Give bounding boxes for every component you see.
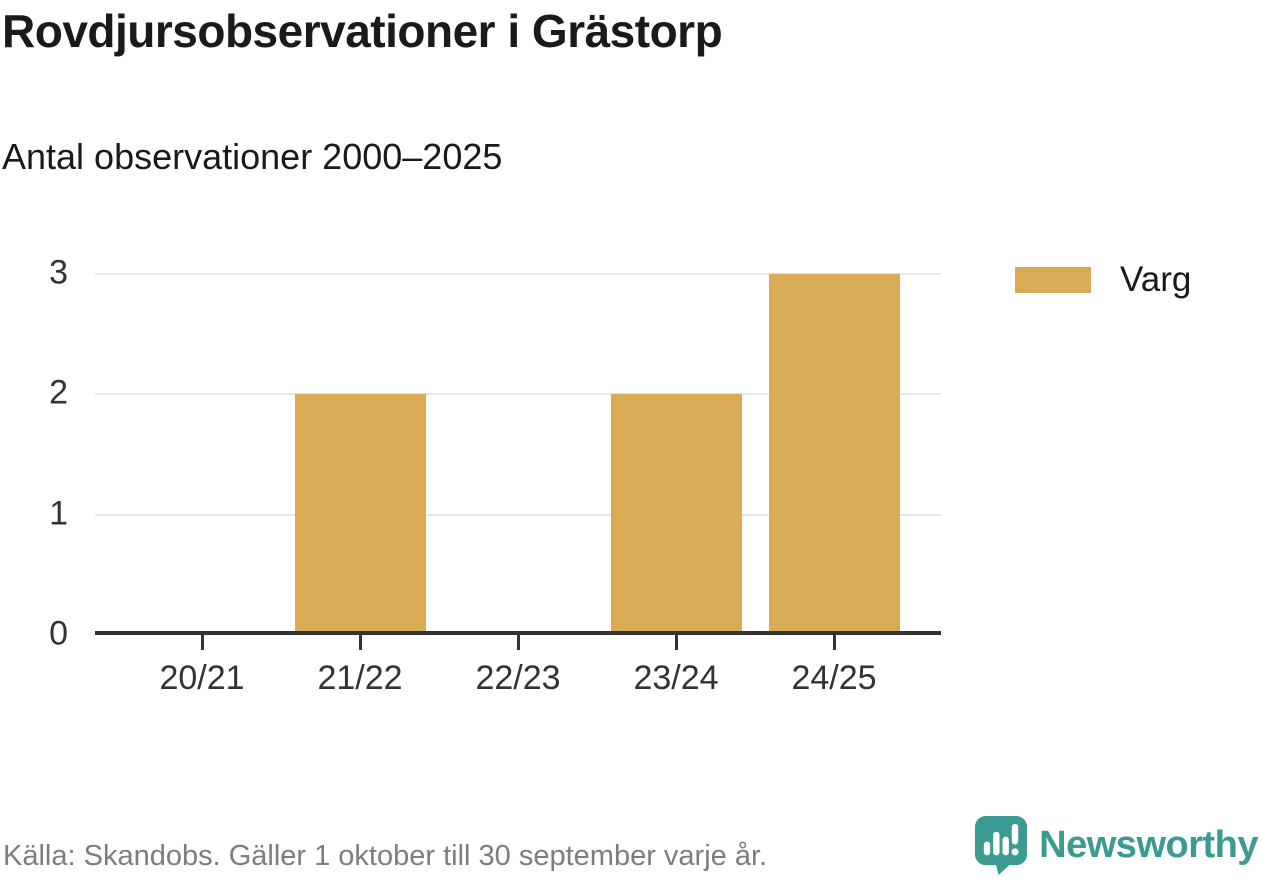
bar-21/22 <box>294 394 426 635</box>
x-axis-label-20/21: 20/21 <box>159 659 245 697</box>
legend-label-varg: Varg <box>1120 260 1192 299</box>
x-axis-tick-21/22 <box>358 635 362 650</box>
x-axis-line <box>95 631 941 635</box>
gridline-y2 <box>95 393 941 396</box>
chart-title: Rovdjursobservationer i Grästorp <box>2 5 723 57</box>
legend: Varg <box>1015 260 1191 300</box>
x-axis-label-24/25: 24/25 <box>791 659 877 697</box>
gridline-y3 <box>95 273 941 276</box>
legend-swatch-varg <box>1015 267 1091 293</box>
newsworthy-wordmark: Newsworthy <box>1039 823 1258 866</box>
newsworthy-brand: Newsworthy <box>973 815 1258 875</box>
x-axis-tick-20/21 <box>200 635 204 650</box>
y-axis-label-3: 3 <box>49 253 68 292</box>
y-axis-label-0: 0 <box>49 614 68 653</box>
x-axis-label-21/22: 21/22 <box>317 659 403 697</box>
y-axis-label-1: 1 <box>49 494 68 533</box>
x-axis-tick-22/23 <box>516 635 520 650</box>
y-axis-label-2: 2 <box>49 374 68 413</box>
x-axis-tick-24/25 <box>832 635 836 650</box>
x-axis-label-23/24: 23/24 <box>633 659 719 697</box>
chart-subtitle: Antal observationer 2000–2025 <box>2 136 503 177</box>
gridline-y1 <box>95 513 941 516</box>
newsworthy-logo-icon <box>975 816 1028 875</box>
bar-24/25 <box>768 274 900 635</box>
bar-23/24 <box>610 394 742 635</box>
x-axis-label-22/23: 22/23 <box>475 659 561 697</box>
x-axis-tick-23/24 <box>674 635 678 650</box>
source-note: Källa: Skandobs. Gäller 1 oktober till 3… <box>3 840 768 872</box>
